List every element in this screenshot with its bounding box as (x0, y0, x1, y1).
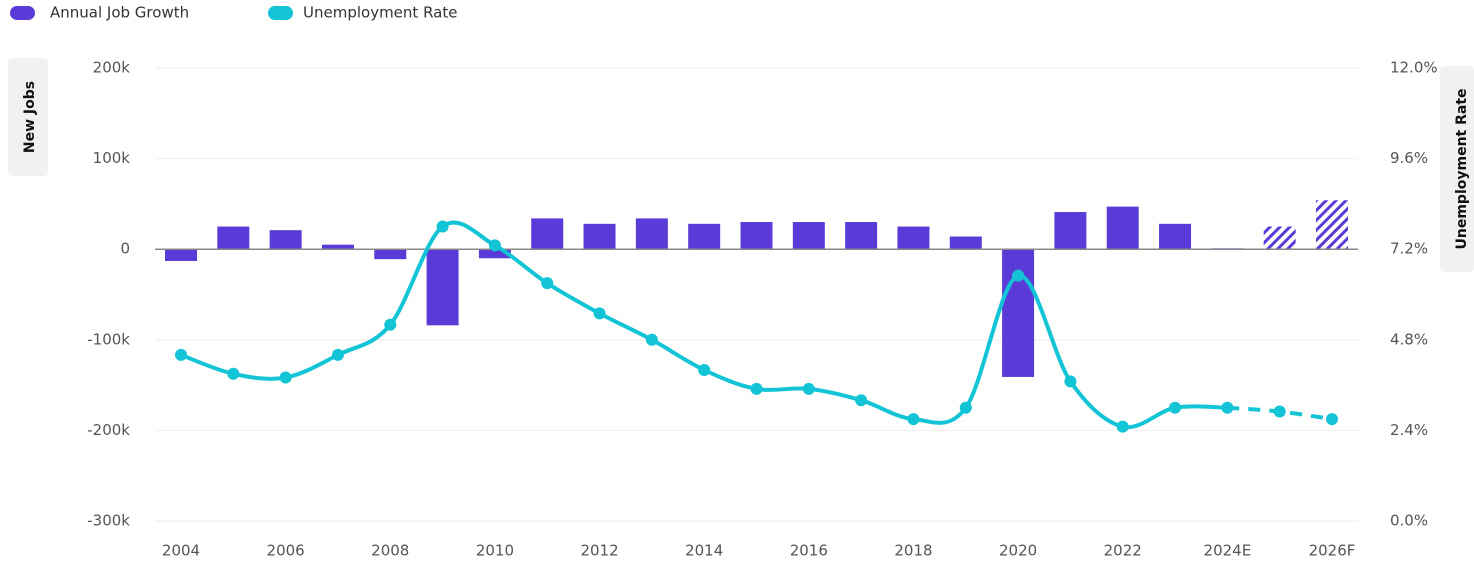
line-point (1064, 375, 1077, 388)
line-point (698, 364, 711, 376)
line-point (1012, 269, 1025, 282)
bar (374, 249, 407, 260)
line-point (331, 348, 344, 361)
line-point (436, 220, 449, 233)
legend-swatch (268, 6, 293, 20)
line-point (488, 239, 501, 252)
bar (688, 223, 721, 250)
bar (1159, 223, 1192, 250)
bar (426, 249, 459, 326)
y2-tick-label: 4.8% (1390, 330, 1428, 348)
bar (531, 218, 564, 250)
bar (321, 244, 354, 250)
y-tick-label: -300k (87, 512, 130, 530)
line (179, 220, 1230, 430)
line-point (1273, 405, 1286, 418)
bar (792, 222, 825, 250)
x-tick-label: 2018 (894, 542, 932, 560)
line-point (1169, 401, 1182, 414)
y2-tick-label: 12.0% (1390, 59, 1438, 77)
y-axis-title-box (8, 58, 48, 176)
x-tick-label: 2024E (1204, 542, 1252, 560)
x-tick-label: 2010 (476, 542, 514, 560)
bar (635, 218, 668, 250)
bar (478, 249, 511, 259)
y2-axis-title: Unemployment Rate (1454, 88, 1470, 249)
legend-label: Annual Job Growth (50, 4, 189, 22)
y2-tick-label: 0.0% (1390, 512, 1428, 530)
y2-axis-title-box (1440, 66, 1474, 272)
y2-tick-label: 9.6% (1390, 149, 1428, 167)
line-point (855, 394, 868, 407)
line-point (750, 382, 763, 395)
legend-label: Unemployment Rate (303, 4, 457, 22)
y-tick-label: 200k (93, 59, 131, 77)
bar (949, 236, 982, 250)
bar (845, 222, 878, 250)
y2-tick-label: 2.4% (1390, 421, 1428, 439)
line-point (593, 307, 606, 320)
x-tick-label: 2012 (580, 542, 618, 560)
bar (1054, 212, 1087, 250)
bar (1263, 226, 1296, 250)
bar (1002, 249, 1035, 377)
line-point (1116, 420, 1129, 433)
bar (1316, 200, 1348, 250)
line-point (384, 318, 397, 331)
line-point (907, 413, 920, 426)
line-point (1221, 401, 1234, 414)
line-point (802, 382, 815, 395)
line-point (175, 348, 187, 361)
line-point (1326, 413, 1338, 426)
bar (583, 223, 616, 250)
x-tick-label: 2020 (999, 542, 1037, 560)
line-point (541, 277, 554, 290)
bar (217, 226, 250, 250)
x-tick-label: 2014 (685, 542, 723, 560)
x-tick-label: 2022 (1104, 542, 1142, 560)
y2-tick-label: 7.2% (1390, 240, 1428, 258)
x-tick-label: 2006 (267, 542, 305, 560)
x-tick-label: 2004 (162, 542, 200, 560)
bar (1106, 206, 1139, 250)
x-tick-label: 2026F (1309, 542, 1356, 560)
line-point (645, 333, 658, 346)
y-tick-label: 100k (93, 149, 131, 167)
y-axis-title: New Jobs (22, 81, 38, 153)
bar (165, 249, 197, 261)
y-tick-label: -200k (87, 421, 130, 439)
legend-swatch (10, 6, 35, 20)
x-tick-label: 2008 (371, 542, 409, 560)
y-tick-label: -100k (87, 330, 130, 348)
line-point (227, 367, 240, 380)
bar (269, 230, 302, 250)
bar (740, 222, 773, 250)
x-tick-label: 2016 (790, 542, 828, 560)
bar (897, 226, 930, 250)
y-tick-label: 0 (120, 240, 130, 258)
line-point (959, 401, 972, 414)
line-point (279, 371, 292, 384)
